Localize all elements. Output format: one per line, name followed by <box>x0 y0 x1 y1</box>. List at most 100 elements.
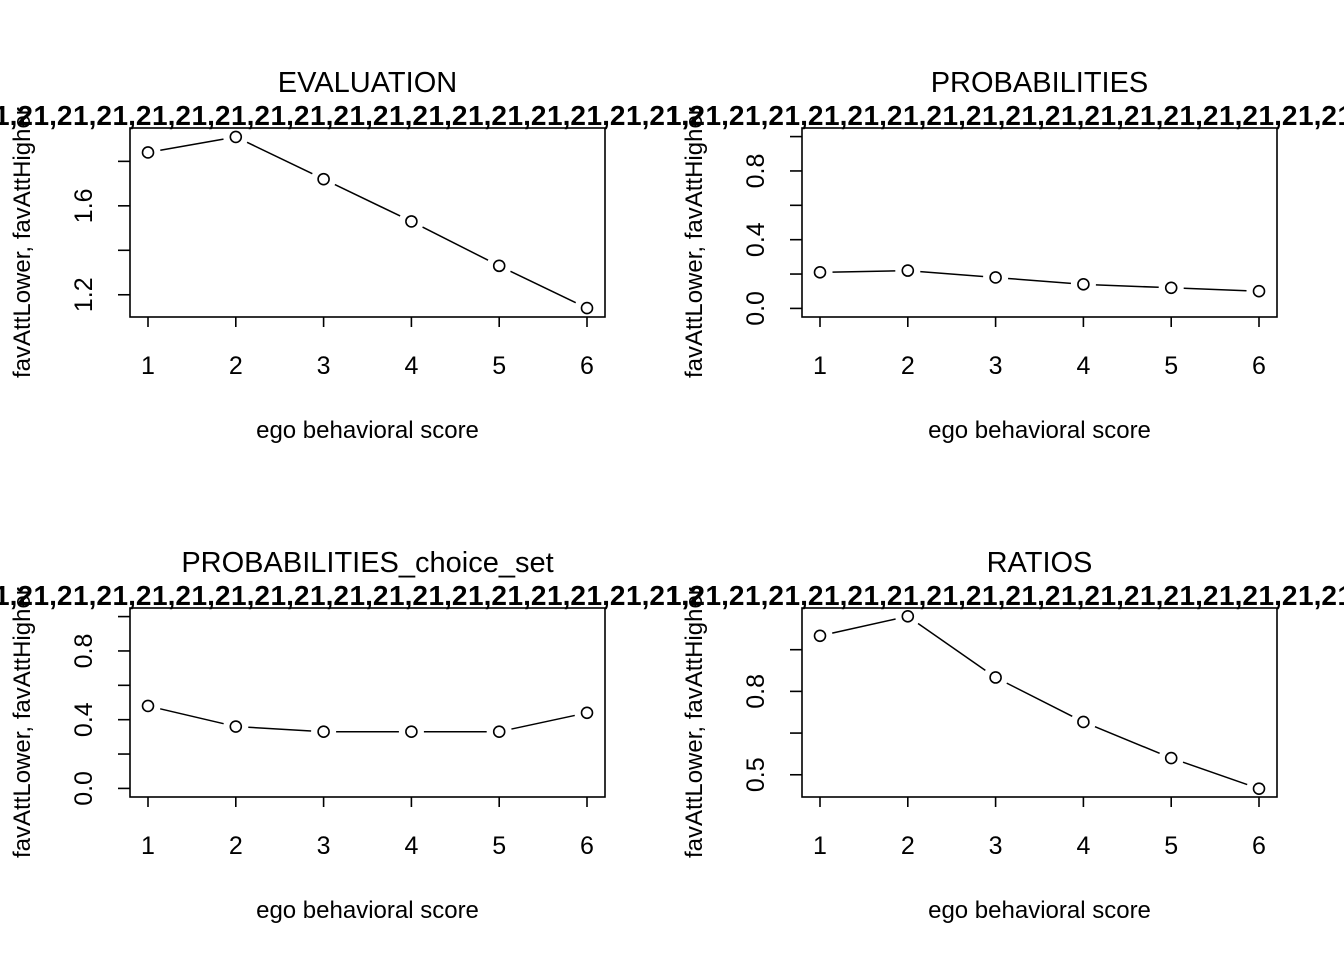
overplot-label: 1,2 <box>271 580 310 611</box>
x-tick-label: 4 <box>404 832 418 860</box>
overplot-label: 1,2 <box>706 100 745 131</box>
overplot-label: 1,2 <box>468 100 507 131</box>
overplot-label: 1,2 <box>231 100 270 131</box>
panel-4: 1,2 1,2 1,2 1,2 1,2 1,2 1,2 1,2 1,2 1,2 1,2 1,2 1,2 1… <box>666 547 1344 924</box>
series-segment <box>1182 761 1248 786</box>
x-tick-label: 6 <box>580 832 594 860</box>
overplot-label: 1,2 <box>666 580 705 611</box>
series-segment <box>248 726 312 732</box>
overplot-label: 1,2 <box>508 100 547 131</box>
y-tick-label: 0.4 <box>70 702 98 737</box>
overplot-label: 1,2 <box>310 580 349 611</box>
x-tick-label: 1 <box>813 352 827 380</box>
series-segment <box>1183 287 1247 292</box>
series-segment <box>1006 682 1073 717</box>
series-segment <box>1095 284 1159 289</box>
overplot-label: 1,2 <box>824 100 863 131</box>
series-segment <box>1008 277 1071 285</box>
overplot-label: 1,2 <box>73 100 112 131</box>
data-point <box>901 264 915 277</box>
overplot-label: 1,2 <box>350 100 389 131</box>
chart-title: PROBABILITIES <box>931 67 1149 99</box>
overplot-label: 1,2 <box>1180 100 1219 131</box>
y-tick-label: 0.0 <box>742 291 770 326</box>
overplot-label: 1,2 <box>626 100 665 131</box>
data-point <box>1164 281 1178 295</box>
data-point <box>1077 278 1090 291</box>
overplot-label: 1,2 <box>271 100 310 131</box>
overplot-label: 1,2 <box>745 100 784 131</box>
data-point <box>813 629 827 643</box>
overplot-label: 1,2 <box>666 100 705 131</box>
overplot-label: 1,2 <box>626 580 665 611</box>
panel-2: 1,2 1,2 1,2 1,2 1,2 1,2 1,2 1,2 1,2 1,2 1,2 1,2 1,2 1… <box>666 67 1344 444</box>
overplot-label: 1,2 <box>1140 580 1179 611</box>
series-segment <box>159 708 224 725</box>
overplot-label: 1,2 <box>0 100 33 131</box>
overplot-label: 1,2 <box>1219 100 1258 131</box>
data-point <box>1252 782 1266 795</box>
overplot-label: 1,2 <box>903 100 942 131</box>
overplot-label: 1,2 <box>587 580 626 611</box>
plot-frame <box>129 607 606 798</box>
y-tick-label: 0.4 <box>742 222 770 257</box>
overplot-label: 1,2 <box>547 580 586 611</box>
series-segment <box>917 622 986 671</box>
overplot-label: 1,2 <box>152 100 191 131</box>
data-point <box>405 725 418 739</box>
x-tick-label: 6 <box>580 352 594 380</box>
chart-title: PROBABILITIES_choice_set <box>181 547 553 579</box>
overplot-label: 1,2 <box>113 580 152 611</box>
series-segment <box>832 270 896 273</box>
data-point <box>141 699 155 713</box>
y-tick-label: 1.2 <box>70 277 98 312</box>
overplot-label: 1,2 <box>587 100 626 131</box>
overplot-label: 1,2 <box>231 580 270 611</box>
overplot-label: 1,2 <box>429 580 468 611</box>
overplot-label: 1,2 <box>34 580 73 611</box>
y-axis-label: favAttLower, favAttHigher <box>681 587 708 858</box>
data-point <box>580 301 594 315</box>
overplot-label: 1,2 <box>34 100 73 131</box>
x-tick-label: 1 <box>813 832 827 860</box>
plot-frame <box>129 127 606 318</box>
x-tick-label: 1 <box>141 832 155 860</box>
series-segment <box>246 141 313 175</box>
chart-title: RATIOS <box>987 547 1093 579</box>
overplot-label: 1,2 <box>864 100 903 131</box>
overplot-label: 1,2 <box>1259 100 1298 131</box>
y-tick-label: 0.8 <box>742 154 770 189</box>
data-point <box>317 172 330 186</box>
overplot-label: 1,2 <box>943 100 982 131</box>
chart-title: EVALUATION <box>278 67 457 99</box>
series-segment <box>160 138 224 152</box>
overplot-label: 1,2 <box>706 580 745 611</box>
data-point <box>580 706 594 720</box>
series-segment <box>510 270 577 304</box>
overplot-label: 1,2 <box>745 580 784 611</box>
series-segment <box>422 226 489 261</box>
x-tick-label: 5 <box>492 352 506 380</box>
x-tick-label: 1 <box>141 352 155 380</box>
overplot-label: 1,2 <box>389 100 428 131</box>
x-axis-label: ego behavioral score <box>928 417 1151 444</box>
overplot-label: 1,2 <box>666 580 705 611</box>
y-tick-label: 0.8 <box>70 634 98 669</box>
overplot-label: 1,2 <box>1259 580 1298 611</box>
overplot-label: 1,2 <box>1298 100 1337 131</box>
overplot-label: 1,2 <box>1101 100 1140 131</box>
overplot-label: 1,2 <box>468 580 507 611</box>
data-point <box>989 671 1002 684</box>
overplot-label: 1,2 <box>1298 580 1337 611</box>
data-point <box>405 215 418 228</box>
overplot-label: 1,2 <box>982 100 1021 131</box>
y-tick-label: 1.6 <box>70 188 98 223</box>
overplot-label: 1,2 <box>1338 580 1344 611</box>
overplot-label: 1,2 <box>1219 580 1258 611</box>
y-tick-label: 0.5 <box>742 757 770 792</box>
data-point <box>1252 284 1266 298</box>
series-segment <box>334 183 401 217</box>
overplot-label: 1,2 <box>310 100 349 131</box>
overplot-label: 1,2 <box>903 580 942 611</box>
x-tick-label: 6 <box>1252 832 1266 860</box>
